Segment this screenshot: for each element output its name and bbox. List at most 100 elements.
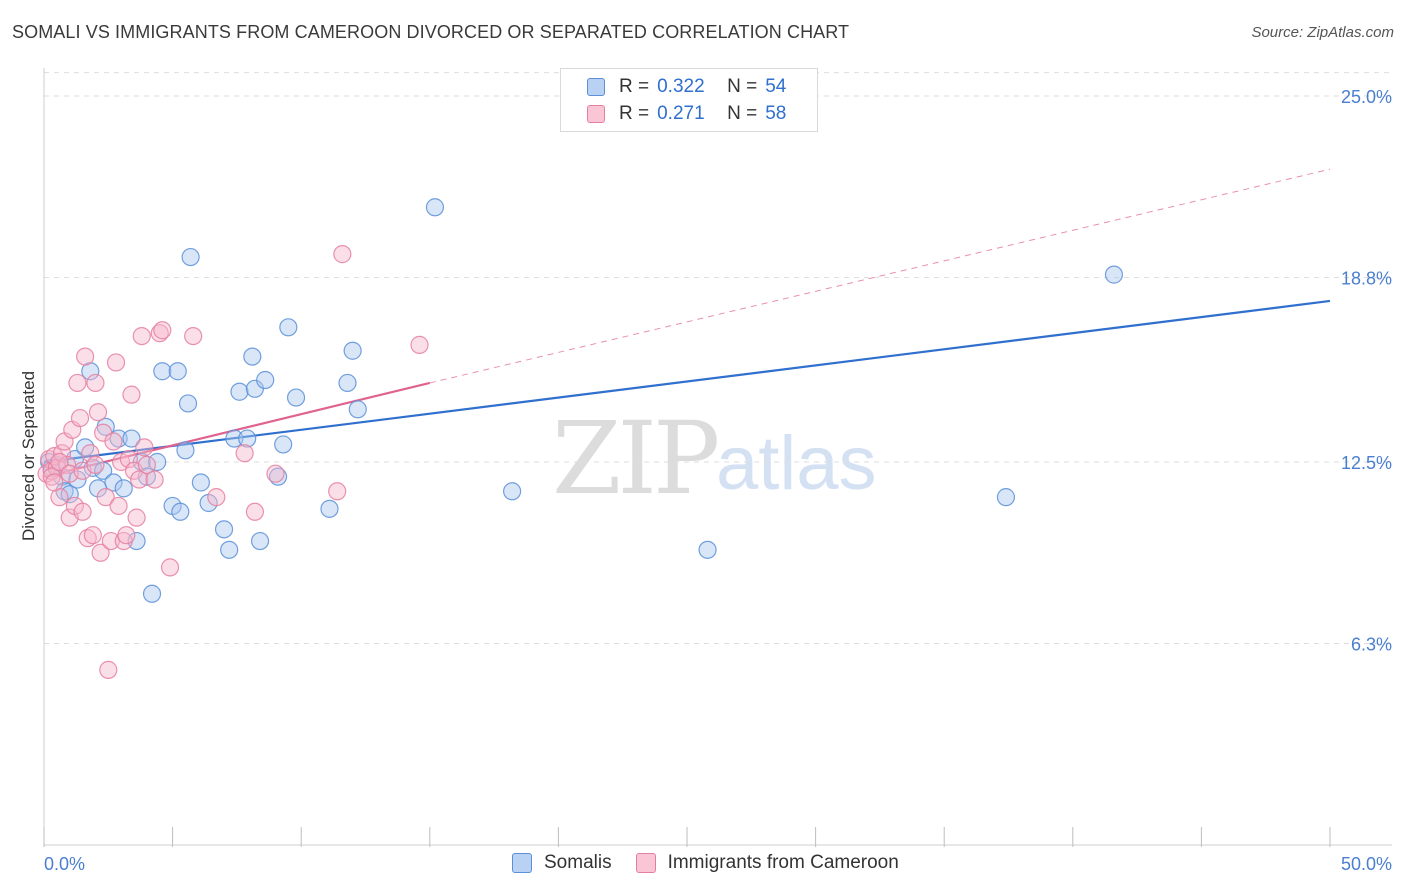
cameroon-point <box>132 326 151 346</box>
somalis-point <box>220 540 239 559</box>
cameroon-point <box>81 444 100 463</box>
cameroon-point <box>160 558 180 577</box>
r-label: R = <box>619 103 650 124</box>
axes <box>43 68 1392 847</box>
somalis-point <box>104 473 123 492</box>
cameroon-point <box>83 526 102 545</box>
y-tick-label: 6.3% <box>1351 635 1392 655</box>
somalis-point <box>279 318 298 337</box>
correlation-legend: R = 0.322 N = 54 R = 0.271 N = 58 <box>560 68 818 132</box>
cameroon-point <box>73 502 92 521</box>
somalis-point <box>338 373 357 393</box>
cameroon-point <box>150 324 169 343</box>
somalis-point <box>176 441 195 460</box>
watermark-atlas: atlas <box>716 421 877 506</box>
somalis-point <box>230 382 249 401</box>
somalis-point <box>1104 265 1124 284</box>
cameroon-point <box>207 488 226 507</box>
legend-item-somalis[interactable]: Somalis <box>512 852 612 874</box>
cameroon-point <box>235 444 254 463</box>
somalis-point <box>60 485 79 504</box>
somalis-point <box>243 347 262 366</box>
cameroon-point <box>184 326 203 346</box>
somalis-point <box>127 531 146 551</box>
somalis-point <box>256 370 275 390</box>
cameroon-point <box>119 449 138 469</box>
somalis-point <box>503 482 522 501</box>
y-tick-label: 12.5% <box>1341 453 1392 473</box>
somalis-point <box>268 467 288 486</box>
cameroon-point <box>410 335 429 354</box>
somalis-point <box>238 429 257 448</box>
somalis-point <box>168 362 187 381</box>
series-legend: Somalis Immigrants from Cameroon <box>512 852 923 874</box>
cameroon-point <box>130 470 149 489</box>
cameroon-point <box>91 543 110 562</box>
legend-label: Immigrants from Cameroon <box>667 852 899 873</box>
source-label: Source: ZipAtlas.com <box>1251 24 1394 41</box>
cameroon-point <box>88 403 108 422</box>
cameroon-point <box>76 347 95 366</box>
somalis-point <box>83 458 102 477</box>
cameroon-point <box>96 488 115 507</box>
cameroon-point <box>153 321 172 340</box>
y-tick-label: 25.0% <box>1341 87 1392 107</box>
somalis-point <box>320 499 339 518</box>
x-tick-label: 50.0% <box>1341 854 1392 874</box>
cameroon-trendline <box>43 381 431 478</box>
legend-item-cameroon[interactable]: Immigrants from Cameroon <box>635 852 899 874</box>
cameroon-point <box>122 385 141 404</box>
cameroon-point <box>135 438 154 457</box>
somalis-point <box>191 473 210 492</box>
cameroon-swatch <box>587 105 605 123</box>
legend-row-somalis: R = 0.322 N = 54 <box>587 75 786 99</box>
cameroon-point <box>333 245 352 264</box>
y-axis-label: Divorced or Separated <box>19 371 38 541</box>
cameroon-point <box>45 473 64 492</box>
r-label: R = <box>619 76 650 97</box>
legend-label: Somalis <box>544 852 612 873</box>
cameroon-point <box>78 529 97 548</box>
cameroon-point <box>68 373 87 393</box>
somalis-point <box>348 400 367 419</box>
watermark-zip: ZIP <box>552 400 720 517</box>
n-label: N = <box>727 76 758 97</box>
somalis-point <box>171 502 190 521</box>
somalis-swatch <box>587 78 605 96</box>
somalis-point <box>286 388 306 407</box>
somalis-point <box>148 452 167 472</box>
cameroon-swatch <box>635 853 656 873</box>
cameroon-point <box>127 508 146 527</box>
n-value: 54 <box>765 76 787 97</box>
cameroon-point <box>117 526 136 545</box>
cameroon-point <box>104 432 123 451</box>
somalis-point <box>181 247 200 267</box>
cameroon-point <box>266 464 285 483</box>
n-value: 58 <box>765 103 787 124</box>
somalis-point <box>225 429 244 448</box>
r-value: 0.322 <box>657 76 705 97</box>
legend-row-cameroon: R = 0.271 N = 58 <box>587 102 786 126</box>
cameroon-point <box>70 408 90 428</box>
cameroon-point <box>106 353 126 372</box>
somalis-point <box>122 429 141 448</box>
tick-labels: 6.3% 12.5% 18.8% 25.0% 0.0% 50.0% <box>44 87 1392 874</box>
cameroon-point <box>328 482 347 501</box>
somalis-point <box>214 520 234 539</box>
somalis-point <box>250 531 270 551</box>
cameroon-point <box>145 470 164 489</box>
x-tick-label: 0.0% <box>44 854 85 874</box>
cameroon-point <box>137 455 156 475</box>
somalis-point <box>425 198 445 217</box>
r-value: 0.271 <box>657 103 705 124</box>
trendlines <box>43 168 1331 478</box>
cameroon-point <box>50 452 69 472</box>
cameroon-point <box>109 496 128 516</box>
somalis-point <box>178 394 198 413</box>
data-points <box>37 198 1124 679</box>
somalis-point <box>698 540 717 559</box>
cameroon-trendline <box>429 168 1331 384</box>
somalis-point <box>274 435 293 454</box>
somalis-trendline <box>43 299 1331 464</box>
